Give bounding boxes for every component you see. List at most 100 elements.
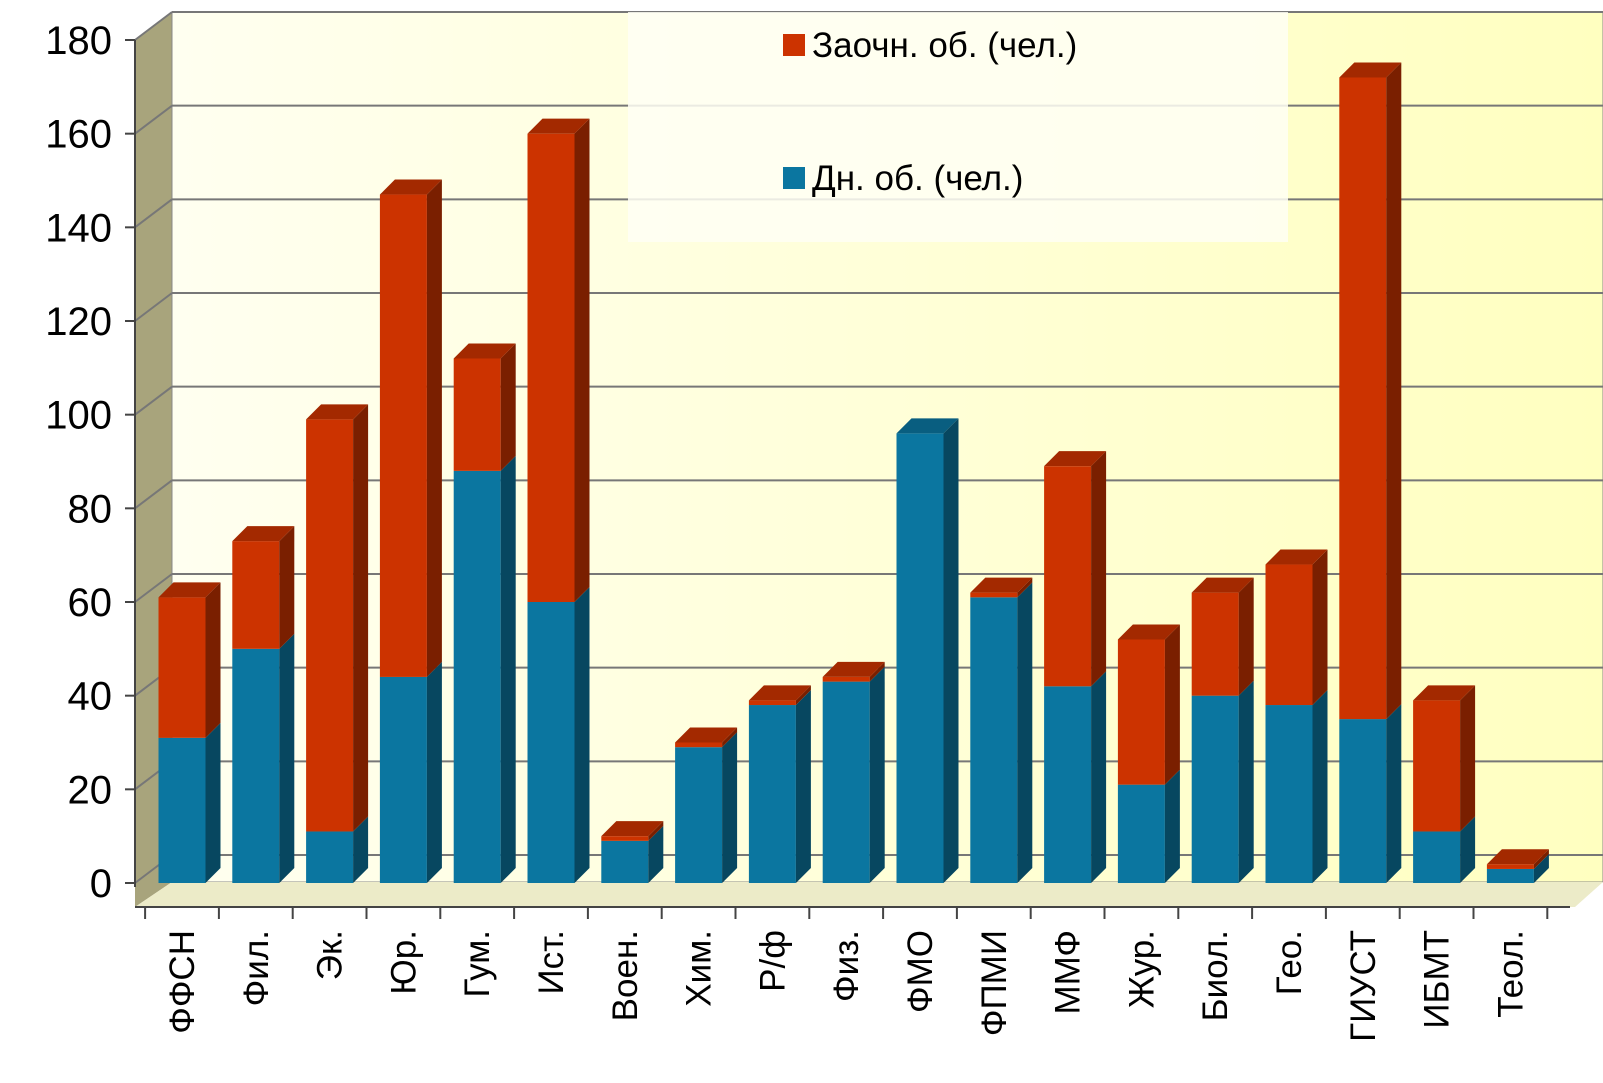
y-tick-label-180: 180 xyxy=(45,19,112,63)
x-label-Жур.: Жур. xyxy=(1122,930,1161,1008)
x-label-ИБМТ: ИБМТ xyxy=(1418,930,1457,1029)
bar-side xyxy=(279,633,295,883)
bar-front xyxy=(1413,700,1461,832)
bar-top xyxy=(453,343,516,359)
bar-side xyxy=(722,732,738,883)
x-label-Юр.: Юр. xyxy=(384,930,423,995)
bar-top xyxy=(675,727,738,743)
bar-front xyxy=(1191,592,1239,696)
y-tick-label-20: 20 xyxy=(68,768,113,812)
y-tick-label-140: 140 xyxy=(45,206,112,250)
bar-side xyxy=(1460,816,1476,883)
bar-front xyxy=(1191,695,1239,883)
legend-label-0: Заочн. об. (чел.) xyxy=(812,26,1077,65)
x-label-Гум.: Гум. xyxy=(458,930,497,998)
bar-top xyxy=(1191,577,1254,593)
bar-Биол.-series-0 xyxy=(1191,680,1254,883)
bar-Гум.-series-1 xyxy=(453,343,516,471)
bar-Эк.-series-0 xyxy=(306,816,369,883)
bar-ФПМИ-series-1 xyxy=(970,577,1033,598)
x-label-ФФСН: ФФСН xyxy=(163,930,202,1034)
bar-side xyxy=(1017,582,1033,883)
bar-front xyxy=(822,681,870,883)
x-label-Биол.: Биол. xyxy=(1196,930,1235,1021)
bar-Теол.-series-0 xyxy=(1486,853,1549,883)
bar-front xyxy=(1413,831,1461,883)
bar-top xyxy=(306,404,369,420)
bar-top xyxy=(1413,685,1476,701)
bar-front xyxy=(527,133,575,602)
bar-front xyxy=(675,742,723,748)
bar-Юр.-series-1 xyxy=(379,179,442,677)
bar-Хим.-series-0 xyxy=(675,732,738,883)
bar-Физ.-series-0 xyxy=(822,666,885,883)
bar-side xyxy=(279,526,295,649)
bar-Гео.-series-1 xyxy=(1265,549,1328,706)
bar-side xyxy=(500,343,516,471)
bar-Хим.-series-1 xyxy=(675,727,738,748)
bar-side xyxy=(1164,624,1180,785)
bar-ФФСН-series-1 xyxy=(158,582,221,738)
bar-side xyxy=(722,727,738,748)
bar-front xyxy=(1486,868,1534,883)
bar-Биол.-series-1 xyxy=(1191,577,1254,696)
bar-side xyxy=(1312,690,1328,883)
bar-front xyxy=(601,836,649,841)
bar-ИБМТ-series-0 xyxy=(1413,816,1476,883)
bar-side xyxy=(648,825,664,883)
legend-label-1: Дн. об. (чел.) xyxy=(812,159,1023,198)
bar-front xyxy=(1339,77,1387,720)
bar-front xyxy=(896,433,944,883)
x-label-Р/ф: Р/ф xyxy=(753,930,792,992)
bar-front xyxy=(158,737,206,883)
bar-Жур.-series-0 xyxy=(1117,769,1180,883)
bar-Физ.-series-1 xyxy=(822,661,885,682)
x-label-Фил.: Фил. xyxy=(237,930,276,1006)
bar-side xyxy=(795,690,811,883)
bar-front xyxy=(1117,784,1165,883)
x-label-Гео.: Гео. xyxy=(1270,930,1309,995)
y-tick-label-80: 80 xyxy=(68,487,113,531)
bar-front xyxy=(453,358,501,471)
x-label-Теол.: Теол. xyxy=(1491,930,1530,1018)
legend-box xyxy=(628,12,1288,242)
bar-front xyxy=(748,705,796,883)
y-tick-label-120: 120 xyxy=(45,300,112,344)
bar-Р/ф-series-0 xyxy=(748,690,811,883)
bar-front xyxy=(970,592,1018,598)
bar-ФФСН-series-0 xyxy=(158,722,221,883)
bar-side xyxy=(1460,685,1476,832)
bar-side xyxy=(205,722,221,883)
x-label-ГИУСТ: ГИУСТ xyxy=(1344,930,1383,1042)
bar-Юр.-series-0 xyxy=(379,661,442,883)
bar-Ист.-series-1 xyxy=(527,118,590,603)
y-tick-label-160: 160 xyxy=(45,113,112,157)
bar-front xyxy=(1044,686,1092,883)
y-tick-label-100: 100 xyxy=(45,394,112,438)
gridline-side-160 xyxy=(134,104,173,135)
bar-front xyxy=(306,419,354,832)
bar-front xyxy=(1265,564,1313,706)
bar-top xyxy=(1044,451,1107,467)
bar-top xyxy=(232,526,295,542)
bars xyxy=(158,62,1549,883)
bar-front xyxy=(158,597,206,738)
bar-Гео.-series-0 xyxy=(1265,690,1328,883)
bar-top xyxy=(158,582,221,598)
bar-Жур.-series-1 xyxy=(1117,624,1180,785)
bar-side xyxy=(1386,704,1402,883)
gridline-side-140 xyxy=(134,198,173,229)
bar-side xyxy=(869,666,885,883)
gridline-side-80 xyxy=(134,479,173,510)
gridline-side-180 xyxy=(134,11,173,41)
x-label-Хим.: Хим. xyxy=(680,930,719,1007)
bar-ФПМИ-series-0 xyxy=(970,582,1033,883)
bar-side xyxy=(353,404,369,832)
legend: Заочн. об. (чел.) Дн. об. (чел.) xyxy=(628,12,1288,242)
bar-front xyxy=(1117,639,1165,785)
x-label-Эк.: Эк. xyxy=(311,930,350,980)
bar-Р/ф-series-1 xyxy=(748,685,811,706)
bar-front xyxy=(453,470,501,883)
gridline-side-120 xyxy=(134,292,173,322)
